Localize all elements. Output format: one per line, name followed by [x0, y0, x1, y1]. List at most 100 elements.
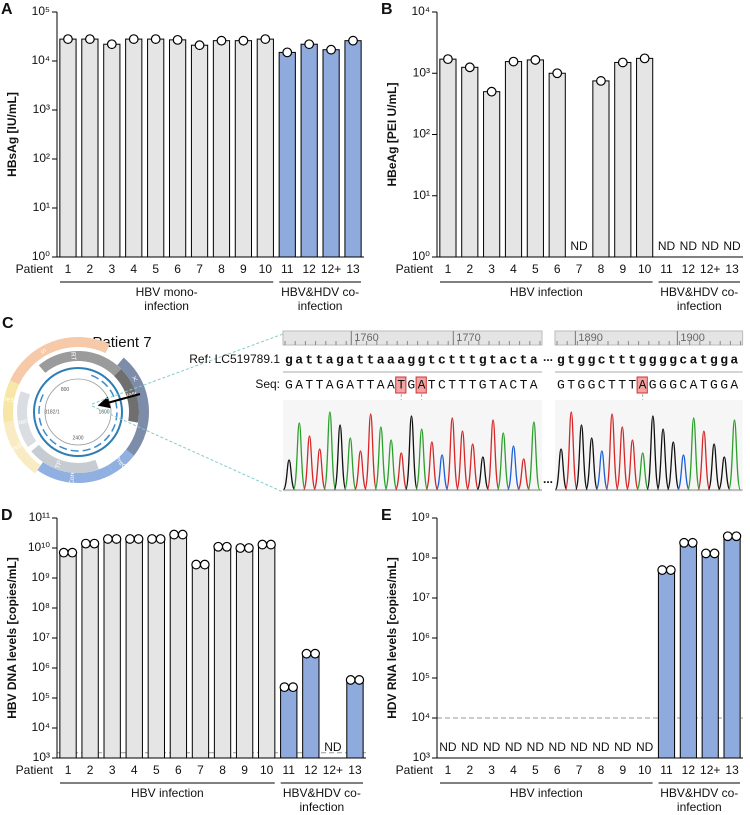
data-point: [147, 534, 157, 544]
zoom-line: [91, 405, 284, 493]
x-tick-label: 4: [510, 763, 517, 777]
gene-label: Spacer: [12, 417, 34, 428]
read-sequence: GTGGCTTT: [557, 377, 639, 392]
data-point: [194, 40, 205, 51]
data-point: [238, 35, 249, 46]
group-label-box: HBV&HDV co-infection: [281, 285, 359, 313]
x-tick-label: 1: [65, 763, 72, 777]
ref-sequence: gtggctttggggcatgga: [557, 352, 741, 367]
chromatogram-bg: [283, 400, 542, 492]
data-point: [464, 62, 475, 73]
bar: [147, 538, 165, 759]
x-tick-label: 3: [488, 763, 495, 777]
inner-ring: [38, 374, 118, 452]
trace-peak: [466, 443, 480, 491]
panel-letter: B: [381, 1, 393, 18]
bar: [213, 546, 232, 759]
read-sequence: TCTTTGTACTA: [428, 377, 540, 392]
gene-arc: [113, 368, 139, 423]
bar: [103, 43, 121, 258]
data-point: [199, 559, 210, 570]
x-tick-label: 7: [197, 763, 204, 777]
trace-peak: [574, 424, 589, 491]
map-tick-label: 800: [61, 387, 70, 393]
data-point: [486, 86, 497, 97]
x-axis-label: Patient: [16, 262, 54, 276]
trace-peak: [564, 411, 578, 491]
y-tick-label: 10⁴: [31, 53, 50, 67]
ruler-label: 1770: [456, 332, 480, 344]
data-point: [665, 565, 676, 575]
trace-peak: [364, 413, 378, 491]
x-tick-label: 9: [619, 763, 626, 777]
x-tick-label: 5: [532, 262, 539, 276]
trace-peak: [506, 445, 521, 491]
data-point: [133, 534, 144, 544]
x-tick-label: 7: [196, 262, 203, 276]
y-tick-label: 10⁷: [412, 590, 430, 604]
ruler-label: 1890: [578, 332, 602, 344]
data-point: [304, 39, 315, 50]
y-tick-label: 10³: [413, 750, 430, 764]
y-tick-label: 10⁸: [32, 600, 50, 614]
data-point: [191, 559, 202, 570]
data-point: [617, 57, 628, 68]
x-tick-label: 12: [302, 262, 316, 276]
x-tick-label: 5: [153, 763, 160, 777]
data-point: [235, 543, 246, 553]
x-tick-label: 10: [260, 763, 274, 777]
y-tick-label: 10⁵: [32, 690, 50, 704]
data-point: [213, 541, 224, 552]
trace-peak: [727, 419, 742, 491]
bar: [701, 552, 719, 759]
value-label: ND: [483, 740, 501, 754]
y-tick-label: 10⁸: [412, 550, 430, 564]
x-tick-label: 1: [445, 262, 452, 276]
bar: [280, 686, 298, 759]
bar: [657, 569, 676, 759]
gene-arc: [17, 391, 37, 447]
bar: [344, 40, 362, 258]
bar: [59, 552, 77, 759]
y-tick-label: 10⁹: [32, 570, 51, 584]
data-point: [348, 35, 358, 46]
trace-peak: [374, 426, 388, 491]
x-tick-label: 9: [619, 262, 626, 276]
bar: [168, 39, 187, 258]
value-label: ND: [702, 239, 720, 253]
mutation-box: [636, 376, 648, 394]
data-point: [177, 529, 188, 540]
trace-peak: [625, 439, 640, 491]
x-tick-label: 12: [304, 763, 318, 777]
data-point: [687, 537, 698, 548]
x-tick-label: 1: [445, 763, 452, 777]
data-point: [443, 54, 453, 65]
gene-arc: [38, 351, 122, 377]
ruler-label: 1760: [354, 332, 378, 344]
x-tick-label: 4: [131, 763, 138, 777]
trace-peak: [476, 456, 490, 491]
data-point: [216, 35, 227, 46]
gene-arc: [108, 449, 134, 474]
x-tick-label: 3: [109, 763, 116, 777]
x-tick-label: 3: [108, 262, 115, 276]
x-tick-label: 12+: [323, 763, 343, 777]
bar: [504, 61, 523, 258]
group-label: HBV&HDV co-infection: [660, 285, 739, 313]
group-label-box: HBV&HDV co-infection: [660, 285, 739, 313]
x-tick-label: 2: [466, 262, 473, 276]
bar: [322, 49, 340, 258]
trace-peak: [394, 452, 408, 491]
gene-label: S: [39, 348, 48, 356]
trace-peak: [697, 430, 711, 491]
x-tick-label: 9: [240, 262, 247, 276]
value-label: ND: [592, 740, 610, 754]
data-point: [172, 34, 183, 45]
x-tick-label: 12+: [700, 763, 720, 777]
y-tick-label: 10²: [413, 127, 430, 141]
gene-label: Core: [68, 470, 76, 485]
bar: [636, 57, 654, 258]
x-tick-label: 10: [259, 262, 273, 276]
value-label: ND: [636, 740, 654, 754]
